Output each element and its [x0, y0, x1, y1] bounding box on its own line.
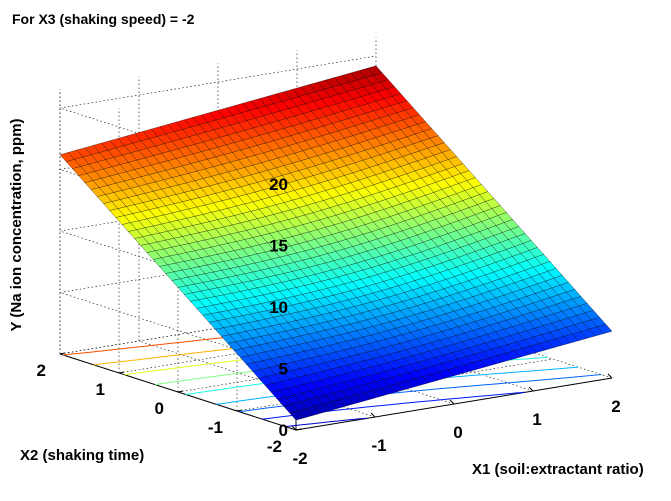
x-tick-mark	[528, 386, 534, 392]
tick-labels: 0 5 10 15 20 -2 -1 0 1 2 -2 -1 0 1 2	[37, 175, 621, 468]
y-tick-mark	[236, 409, 243, 412]
y-tick-mark	[177, 390, 184, 393]
z-tick-label: 15	[269, 237, 288, 256]
response-surface	[59, 65, 613, 421]
y-tick-mark	[118, 371, 125, 374]
x-tick-label: -1	[371, 436, 386, 455]
y-tick-label: 0	[155, 399, 164, 418]
z-tick-label: 5	[279, 360, 288, 379]
x-tick-label: 1	[532, 410, 541, 429]
y-axis-label: X2 (shaking time)	[20, 447, 144, 464]
x-tick-label: 0	[453, 423, 462, 442]
x-tick-mark	[449, 399, 455, 405]
y-tick-mark	[295, 428, 302, 431]
x-axis-label: X1 (soil:extractant ratio)	[472, 461, 644, 478]
x-tick-mark	[370, 412, 376, 418]
y-tick-label: 2	[37, 361, 46, 380]
floor-contour-line	[285, 417, 367, 427]
x-tick-mark	[607, 373, 613, 379]
back-wall-gridline	[59, 55, 377, 109]
x-tick-label: -2	[292, 449, 307, 468]
surface-patch	[597, 324, 613, 334]
x-tick-label: 2	[611, 397, 620, 416]
floor-gridline	[375, 301, 613, 379]
chart-title: For X3 (shaking speed) = -2	[12, 11, 195, 27]
x-tick-mark	[291, 425, 297, 431]
z-tick-label: 10	[269, 298, 288, 317]
y-tick-label: -2	[267, 437, 282, 456]
y-tick-label: -1	[208, 418, 223, 437]
z-tick-label: 0	[279, 421, 288, 440]
z-axis-label: Y (Na ion concentration, ppm)	[8, 118, 25, 331]
y-tick-mark	[59, 352, 66, 355]
z-tick-label: 20	[269, 175, 288, 194]
y-tick-label: 1	[96, 380, 105, 399]
floor-gridline	[296, 314, 534, 392]
